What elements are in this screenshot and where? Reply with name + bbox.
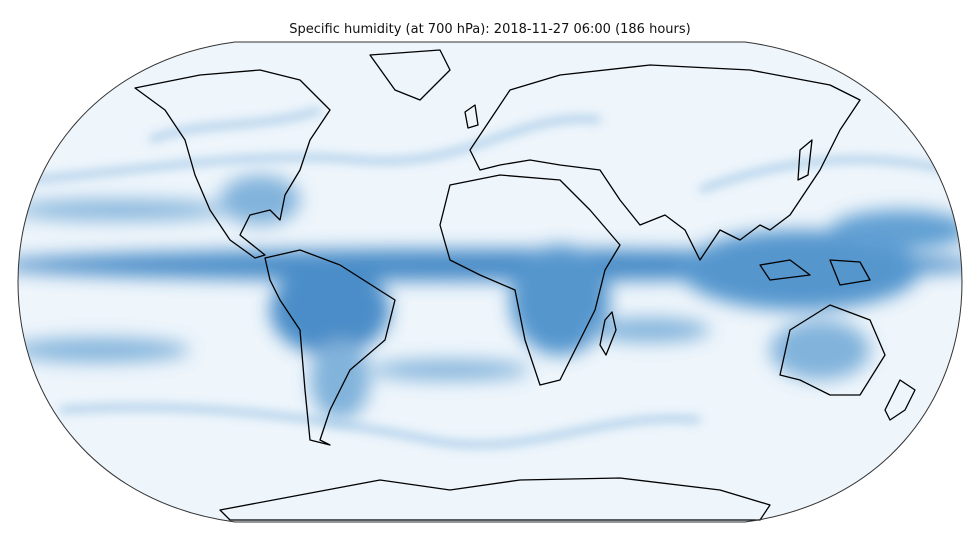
map-title: Specific humidity (at 700 hPa): 2018-11-… bbox=[289, 22, 690, 37]
map-frame bbox=[17, 41, 963, 523]
coastlines bbox=[134, 49, 916, 521]
